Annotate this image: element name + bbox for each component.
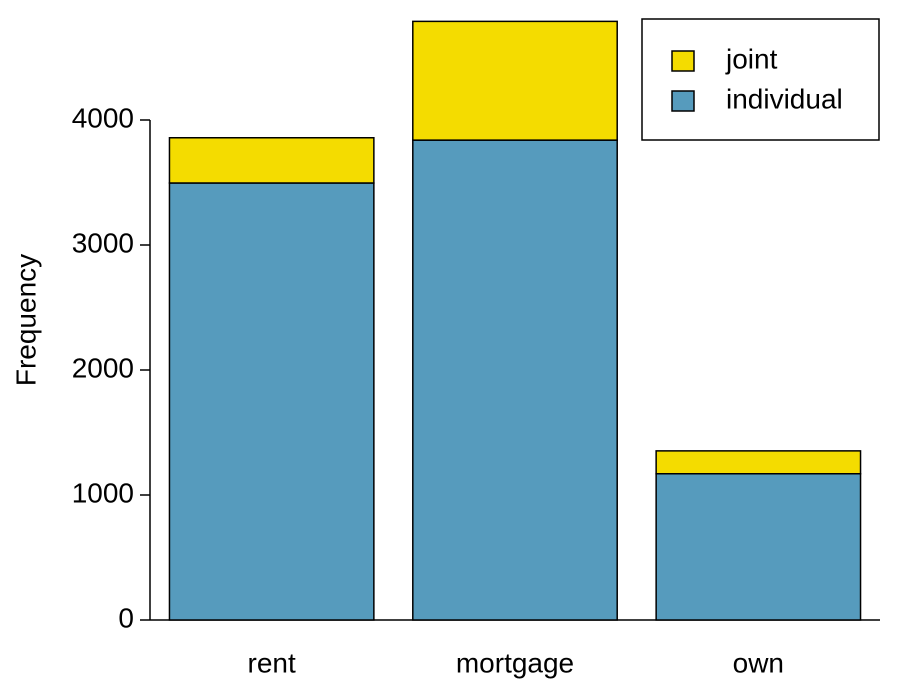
bar-segment — [655, 450, 862, 475]
bar-segment — [412, 20, 618, 141]
y-tick-label: 1000 — [72, 477, 134, 508]
y-axis-label: Frequency — [10, 254, 41, 386]
legend-swatch — [671, 50, 695, 72]
y-tick-label: 3000 — [72, 227, 134, 258]
bar-segment — [655, 473, 862, 621]
y-tick-label: 2000 — [72, 352, 134, 383]
y-tick-label: 4000 — [72, 102, 134, 133]
legend-label: individual — [726, 83, 843, 114]
bar-segment — [168, 182, 375, 621]
x-tick-label: mortgage — [456, 647, 574, 678]
legend-box — [641, 18, 880, 141]
y-tick-label: 0 — [118, 602, 134, 633]
legend-label: joint — [725, 43, 778, 74]
x-tick-label: own — [733, 647, 784, 678]
x-tick-label: rent — [248, 647, 296, 678]
legend-swatch — [671, 90, 695, 112]
bar-segment — [168, 137, 375, 184]
bar-segment — [412, 139, 618, 621]
